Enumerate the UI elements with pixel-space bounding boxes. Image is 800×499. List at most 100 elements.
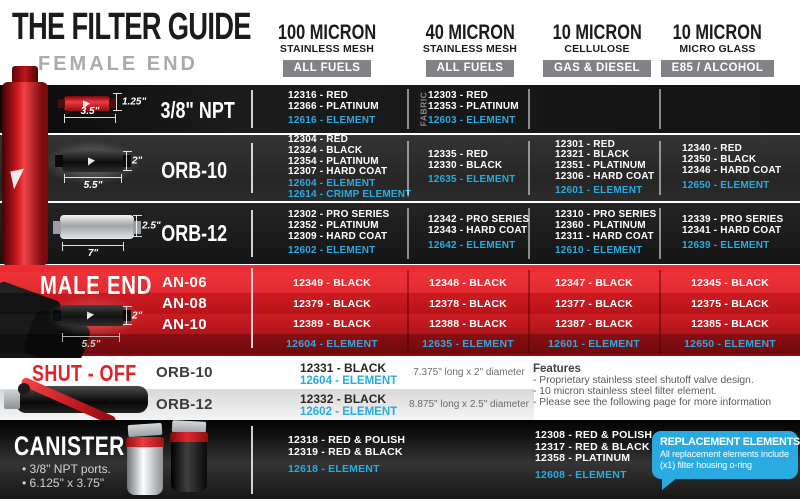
chrome-filter-photo [53,215,141,239]
male-end-title: MALE END [40,270,153,300]
element-number: 12608 - ELEMENT [535,468,627,481]
row-npt: 3/8" NPT 3.5" 1.25" 12316 - RED 12366 - … [0,85,800,133]
male-row-elements: 12604 - ELEMENT 12635 - ELEMENT 12601 - … [0,334,800,354]
width-dimension: 3.5" [64,106,116,123]
cell-orb10-10micron-cellulose: 12301 - RED 12321 - BLACK 12351 - PLATIN… [555,138,655,196]
cell-npt-40micron: 12303 - RED 12353 - PLATINUM 12603 - ELE… [428,89,519,127]
height-dimension: 1.25" [113,93,146,111]
part-number: 12375 - BLACK [691,297,769,310]
cell-orb10-40micron: 12335 - RED 12330 - BLACK 12635 - ELEMEN… [428,148,516,186]
canister-100micron-parts: 12318 - RED & POLISH 12319 - RED & BLACK… [288,434,406,476]
callout-title: REPLACEMENT ELEMENTS [660,436,800,448]
cell-orb12-10micron-glass: 12339 - PRO SERIES 12341 - HARD COAT 126… [682,214,784,251]
filter-end-cap [55,155,63,167]
shutoff-orb10-parts: 12331 - BLACK 12604 - ELEMENT [300,362,397,388]
row-label: AN-06 [162,274,207,291]
part-number: 12319 - RED & BLACK [288,445,403,458]
cell-orb12-10micron-cellulose: 12310 - PRO SERIES 12360 - PLATINUM 1231… [555,208,657,257]
column-header-10-micron-glass: 10 MICRON MICRO GLASS E85 / ALCOHOL [650,22,785,77]
part-number: 12378 - BLACK [429,297,507,310]
divider [528,270,530,354]
divider [659,89,661,129]
divider [251,210,253,257]
part-number: 12347 - BLACK [555,276,633,289]
part-number: 12358 - PLATINUM [535,452,631,464]
height-dimension: 2" [123,151,142,171]
feature-item: - 10 micron stainless steel filter eleme… [533,385,717,397]
canister-bullet: • 6.125" x 3.75" [22,476,105,490]
element-number: 12604 - ELEMENT [286,338,378,350]
fuel-badge: GAS & DIESEL [543,60,651,77]
filter-end-cap [109,99,116,108]
black-filter-photo [55,150,131,172]
part-number: 12349 - BLACK [293,276,371,289]
shut-off-title: SHUT - OFF [32,360,137,386]
part-number: 12389 - BLACK [293,318,371,330]
orb10-size-note: 7.375" long x 2" diameter [413,367,525,378]
column-header-10-micron-cellulose: 10 MICRON CELLULOSE GAS & DIESEL [532,22,662,77]
width-dimension: 5.5" [64,174,122,191]
element-number: 12601 - ELEMENT [548,338,640,350]
height-dimension: 2.5" [133,215,161,237]
male-row-an06: AN-06 12349 - BLACK 12348 - BLACK 12347 … [0,272,800,293]
part-number: 12345 - BLACK [691,276,769,289]
divider [407,141,409,195]
canister-bullet: • 3/8" NPT ports. [22,462,111,476]
divider [659,141,661,195]
male-row-an10: AN-10 12389 - BLACK 12388 - BLACK 12387 … [0,314,800,334]
part-number: 12308 - RED & POLISH [535,429,653,441]
divider [407,270,409,354]
canister-red-cap [170,432,208,444]
page-title: THE FILTER GUIDE [12,6,251,48]
divider [251,426,253,494]
part-number: 12388 - BLACK [429,318,507,330]
divider [407,208,409,259]
features-title: Features [533,363,581,375]
filter-end-cap [58,99,65,108]
filter-end-cap [123,310,131,321]
feature-item: - Please see the following page for more… [533,396,772,408]
aeromotive-logo-mark [88,156,95,166]
red-filter-photo-neck [12,66,38,84]
part-number: 12385 - BLACK [691,318,769,330]
cell-orb10-10micron-glass: 12340 - RED 12350 - BLACK 12346 - HARD C… [682,143,782,191]
divider [251,268,253,348]
canister-10micron-parts: 12308 - RED & POLISH 12317 - RED & BLACK… [535,429,653,481]
element-number: 12650 - ELEMENT [684,338,776,350]
red-filter-photo [58,96,116,111]
column-media: STAINLESS MESH [279,43,375,55]
canister-red-cap [126,437,164,449]
page-subtitle: FEMALE END [38,53,198,75]
row-label-orb10: ORB-10 [156,364,213,381]
fuel-badge: ALL FUELS [425,60,515,77]
column-media: MICRO GLASS [679,43,756,55]
filter-end-cap [133,221,141,234]
element-number: 12602 - ELEMENT [300,406,398,418]
row-label: ORB-10 [161,157,228,183]
row-label: 3/8" NPT [160,97,235,123]
height-dimension: 2" [123,306,142,325]
callout-body: All replacement elements include (x1) fi… [660,449,789,470]
male-row-an08: AN-08 12379 - BLACK 12378 - BLACK 12377 … [0,293,800,314]
part-number: 12387 - BLACK [555,318,633,330]
valve-fitting [4,390,20,409]
divider [528,89,530,129]
cell-orb12-40micron: 12342 - PRO SERIES 12343 - HARD COAT 126… [428,214,530,251]
row-label-orb12: ORB-12 [156,396,213,413]
part-number: 12318 - RED & POLISH [288,434,406,446]
row-label: ORB-12 [161,220,228,246]
fuel-badge: E85 / ALCOHOL [660,60,775,77]
feature-item: - Proprietary stainless steel shutoff va… [533,375,754,386]
black-filter-photo [53,305,131,326]
replacement-elements-callout: REPLACEMENT ELEMENTS All replacement ele… [652,431,800,490]
divider [659,270,661,354]
male-end-section: MALE END 5.5" 2" AN-06 12349 - BLACK 123… [0,265,800,382]
part-number: 12332 - BLACK [300,392,387,406]
element-number: 12604 - ELEMENT [300,375,398,387]
divider [251,90,253,128]
column-header-100-micron: 100 MICRON STAINLESS MESH ALL FUELS [252,22,402,77]
divider [407,89,409,129]
column-media: STAINLESS MESH [422,43,518,55]
orb12-size-note: 8.875" long x 2.5" diameter [409,399,529,410]
